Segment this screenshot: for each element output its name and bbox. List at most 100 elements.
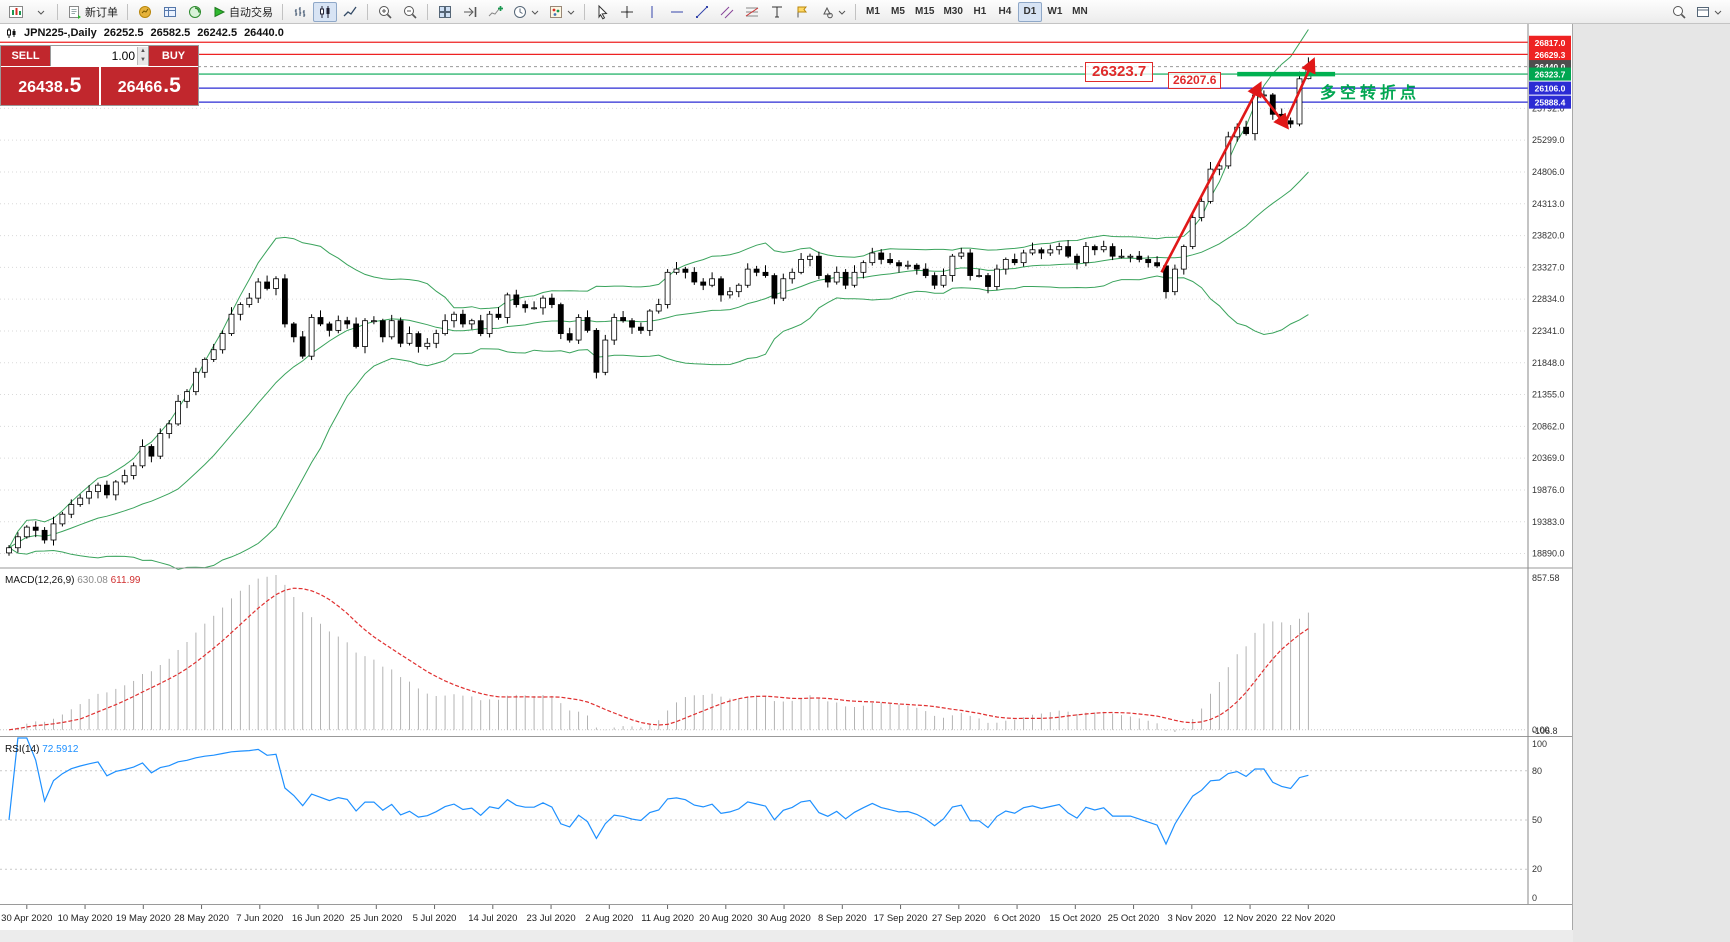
new-chart-dropdown[interactable] <box>29 2 52 22</box>
svg-text:11 Aug 2020: 11 Aug 2020 <box>641 913 694 924</box>
timeframe-button-mn[interactable]: MN <box>1072 6 1088 17</box>
svg-text:26440.0: 26440.0 <box>1535 62 1566 72</box>
text-label-icon <box>797 6 808 17</box>
bid-price-button[interactable]: 26438 .5 <box>1 67 99 105</box>
periods-button[interactable] <box>508 2 543 22</box>
svg-text:25888.4: 25888.4 <box>1535 98 1566 108</box>
svg-text:20 Aug 2020: 20 Aug 2020 <box>699 913 752 924</box>
trend-arrow-3[interactable] <box>1284 57 1316 122</box>
svg-text:18890.0: 18890.0 <box>1532 549 1565 559</box>
crosshair-icon <box>621 5 633 18</box>
timeframe-button-h1[interactable]: H1 <box>973 6 987 17</box>
timeframe-button-m1[interactable]: M1 <box>866 6 880 17</box>
timeframe-button-d1[interactable]: D1 <box>1017 1 1042 22</box>
fibonacci-tool-button[interactable] <box>740 2 764 22</box>
new-chart-button[interactable] <box>4 2 28 22</box>
chart-canvas[interactable]: 25792.025299.024806.024313.023820.023327… <box>0 24 1572 930</box>
clock-icon <box>514 5 526 18</box>
templates-button[interactable] <box>544 2 579 22</box>
svg-text:25 Oct 2020: 25 Oct 2020 <box>1108 913 1160 924</box>
svg-text:20369.0: 20369.0 <box>1532 453 1565 463</box>
svg-text:30 Apr 2020: 30 Apr 2020 <box>1 913 52 924</box>
chart-title: JPN225-,Daily 26252.5 26582.5 26242.5 26… <box>5 27 284 39</box>
chart-shift-icon <box>464 6 477 17</box>
trendline-tool-button[interactable] <box>690 2 714 22</box>
channel-tool-button[interactable] <box>715 2 739 22</box>
svg-text:3 Nov 2020: 3 Nov 2020 <box>1168 913 1217 924</box>
svg-text:27 Sep 2020: 27 Sep 2020 <box>932 913 986 924</box>
crosshair-tool-button[interactable] <box>615 2 639 22</box>
text-label-tool-button[interactable] <box>790 2 814 22</box>
candlestick-icon <box>320 5 330 18</box>
svg-text:20862.0: 20862.0 <box>1532 421 1565 431</box>
chevron-down-icon <box>37 10 44 15</box>
terminal-button[interactable] <box>183 2 207 22</box>
timeframe-button-h4[interactable]: H4 <box>998 6 1012 17</box>
turning-point-label[interactable]: 多空转折点 <box>1320 85 1421 102</box>
svg-text:23820.0: 23820.0 <box>1532 231 1565 241</box>
line-chart-mode-button[interactable] <box>338 2 362 22</box>
autotrading-label: 自动交易 <box>229 6 273 19</box>
price-tag-26106.0 <box>1529 81 1571 95</box>
svg-text:7 Jun 2020: 7 Jun 2020 <box>236 913 283 924</box>
svg-text:23 Jul 2020: 23 Jul 2020 <box>526 913 575 924</box>
timeframe-button-m30[interactable]: M30 <box>943 6 963 17</box>
zoom-out-button[interactable] <box>398 2 422 22</box>
autotrading-button[interactable]: 自动交易 <box>208 2 277 22</box>
price-tag-25888.4 <box>1529 95 1571 109</box>
layout-button[interactable] <box>1691 2 1726 22</box>
svg-text:6 Oct 2020: 6 Oct 2020 <box>994 913 1040 924</box>
timeframe-button-m5[interactable]: M5 <box>891 6 905 17</box>
ask-price-button[interactable]: 26466 .5 <box>100 67 198 105</box>
text-icon <box>772 6 782 17</box>
toolbar-separator <box>855 3 856 20</box>
indicators-button[interactable] <box>483 2 507 22</box>
ohlc-open: 26252.5 <box>103 27 144 39</box>
chart-window[interactable]: 25792.025299.024806.024313.023820.023327… <box>0 24 1573 930</box>
svg-text:26323.7: 26323.7 <box>1535 70 1566 80</box>
text-tool-button[interactable] <box>765 2 789 22</box>
tile-windows-button[interactable] <box>433 2 457 22</box>
svg-text:23327.0: 23327.0 <box>1532 262 1565 272</box>
svg-text:15 Oct 2020: 15 Oct 2020 <box>1049 913 1101 924</box>
search-button[interactable] <box>1667 2 1691 22</box>
buy-button[interactable]: BUY <box>149 46 198 66</box>
timeframe-button-w1[interactable]: W1 <box>1047 6 1063 17</box>
main-toolbar: 新订单 自动交易 <box>0 0 1730 24</box>
chevron-down-icon <box>531 10 539 15</box>
chart-shift-button[interactable] <box>458 2 482 22</box>
cursor-tool-button[interactable] <box>590 2 614 22</box>
vertical-line-tool-button[interactable] <box>640 2 664 22</box>
timeframe-button-m15[interactable]: M15 <box>915 6 935 17</box>
horizontal-line-tool-button[interactable] <box>665 2 689 22</box>
svg-text:2 Aug 2020: 2 Aug 2020 <box>585 913 633 924</box>
equidistant-channel-icon <box>720 6 734 18</box>
svg-text:19876.0: 19876.0 <box>1532 485 1565 495</box>
svg-text:19 May 2020: 19 May 2020 <box>116 913 171 924</box>
svg-text:21355.0: 21355.0 <box>1532 390 1565 400</box>
data-window-button[interactable] <box>158 2 182 22</box>
volume-input[interactable] <box>51 49 137 63</box>
sell-button[interactable]: SELL <box>1 46 50 66</box>
arrows-tool-button[interactable] <box>815 2 850 22</box>
zoom-in-button[interactable] <box>373 2 397 22</box>
price-level-label-26323[interactable]: 26323.7 <box>1085 62 1154 82</box>
svg-text:21848.0: 21848.0 <box>1532 358 1565 368</box>
trend-arrow-2[interactable] <box>1258 90 1290 130</box>
svg-text:22834.0: 22834.0 <box>1532 294 1565 304</box>
bar-chart-mode-button[interactable] <box>288 2 312 22</box>
candlestick-mode-button[interactable] <box>313 1 337 22</box>
volume-decrease-button[interactable]: ▼ <box>137 56 148 65</box>
trend-arrow-1[interactable] <box>1160 81 1262 273</box>
price-level-label-26207[interactable]: 26207.6 <box>1168 72 1222 89</box>
tile-windows-icon <box>439 5 451 18</box>
volume-increase-button[interactable]: ▲ <box>137 47 148 56</box>
svg-text:50: 50 <box>1532 815 1542 825</box>
market-watch-button[interactable] <box>133 2 157 22</box>
ohlc-low: 26242.5 <box>197 27 238 39</box>
chevron-down-icon <box>838 10 846 15</box>
svg-text:22341.0: 22341.0 <box>1532 326 1565 336</box>
new-order-button[interactable]: 新订单 <box>63 2 122 22</box>
ask-price-main: 26466 <box>117 79 163 96</box>
svg-text:10 May 2020: 10 May 2020 <box>58 913 113 924</box>
